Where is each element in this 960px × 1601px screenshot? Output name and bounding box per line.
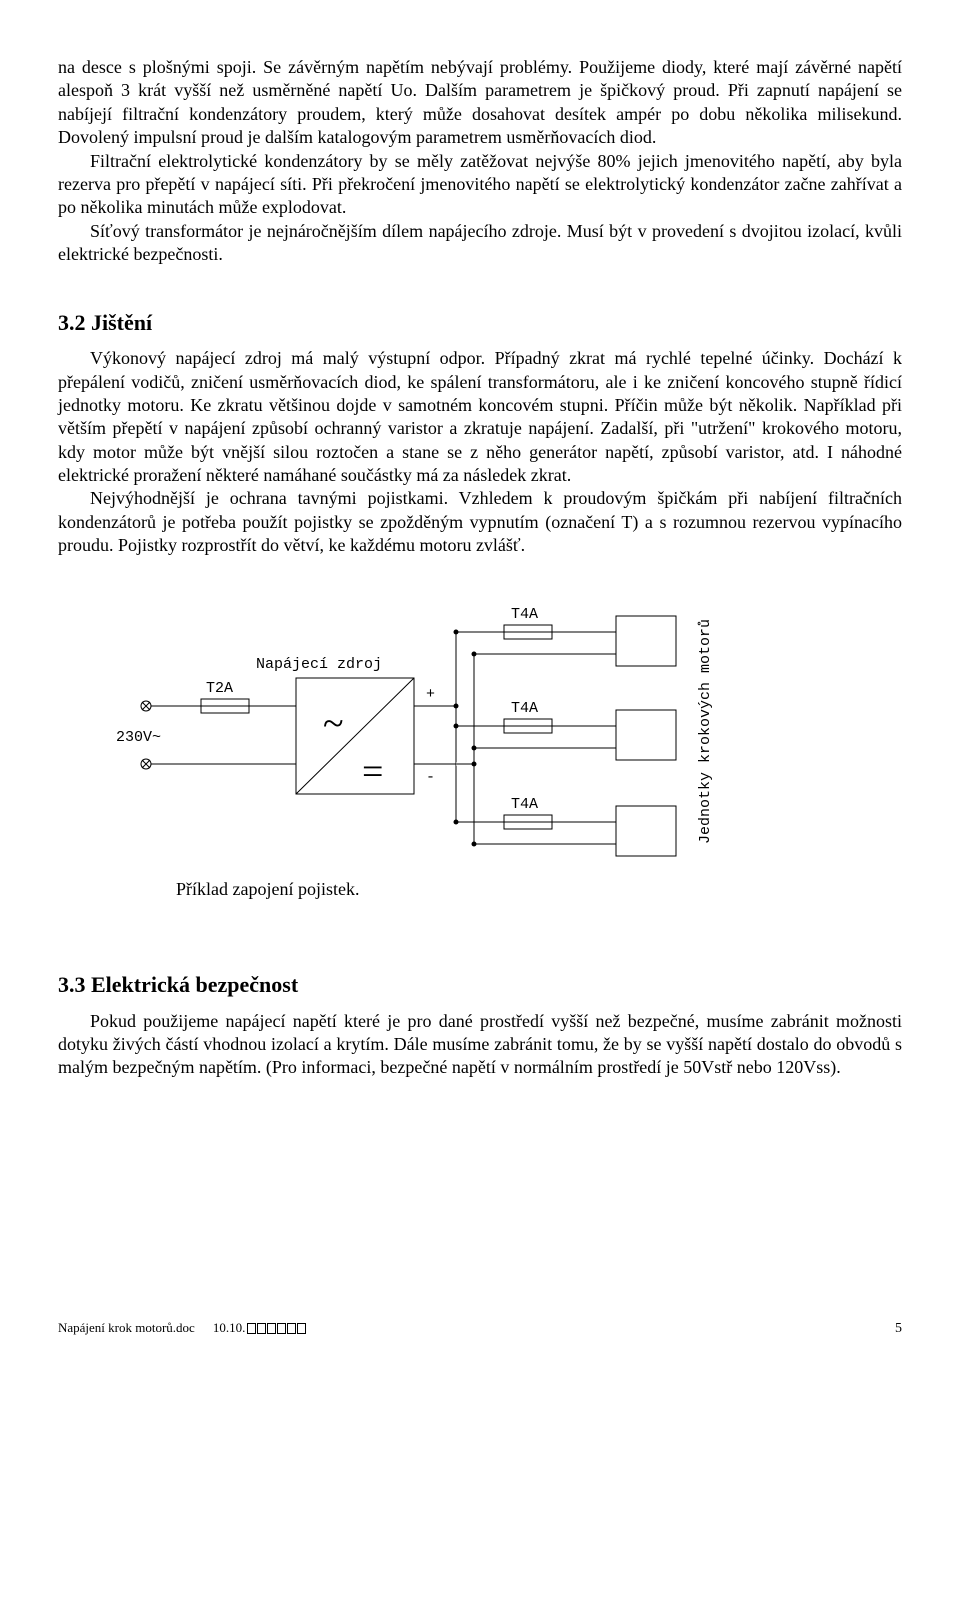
label-plus: + (426, 686, 435, 703)
footer-filename: Napájení krok motorů.doc (58, 1320, 195, 1338)
label-minus: - (426, 769, 435, 786)
label-230v: 230V~ (116, 729, 161, 746)
label-t2a: T2A (206, 680, 233, 697)
symbol-dc: = (362, 751, 383, 793)
label-jednotky-motoru: Jednotky krokových motorů (697, 619, 714, 844)
label-t4a-3: T4A (511, 796, 538, 813)
paragraph-5: Nejvýhodnější je ochrana tavnými pojistk… (58, 487, 902, 557)
figure-caption: Příklad zapojení pojistek. (176, 878, 902, 901)
heading-3-2: 3.2 Jištění (58, 309, 902, 338)
footer-date: 10.10. (213, 1320, 308, 1338)
footer-page-number: 5 (895, 1320, 902, 1338)
fuse-diagram: 230V~ T2A Napájecí zdroj ~ = + - T4A T4A (116, 586, 902, 901)
symbol-ac: ~ (323, 703, 344, 745)
page-footer: Napájení krok motorů.doc 10.10. 5 (58, 1320, 902, 1338)
label-t4a-1: T4A (511, 606, 538, 623)
paragraph-1: na desce s plošnými spoji. Se závěrným n… (58, 56, 902, 150)
paragraph-3: Síťový transformátor je nejnáročnějším d… (58, 220, 902, 267)
paragraph-6: Pokud použijeme napájecí napětí které je… (58, 1010, 902, 1080)
unknown-glyph-boxes (247, 1323, 307, 1334)
label-napajeci-zdroj: Napájecí zdroj (256, 656, 382, 673)
label-t4a-2: T4A (511, 700, 538, 717)
paragraph-2: Filtrační elektrolytické kondenzátory by… (58, 150, 902, 220)
heading-3-3: 3.3 Elektrická bezpečnost (58, 971, 902, 1000)
paragraph-4: Výkonový napájecí zdroj má malý výstupní… (58, 347, 902, 487)
